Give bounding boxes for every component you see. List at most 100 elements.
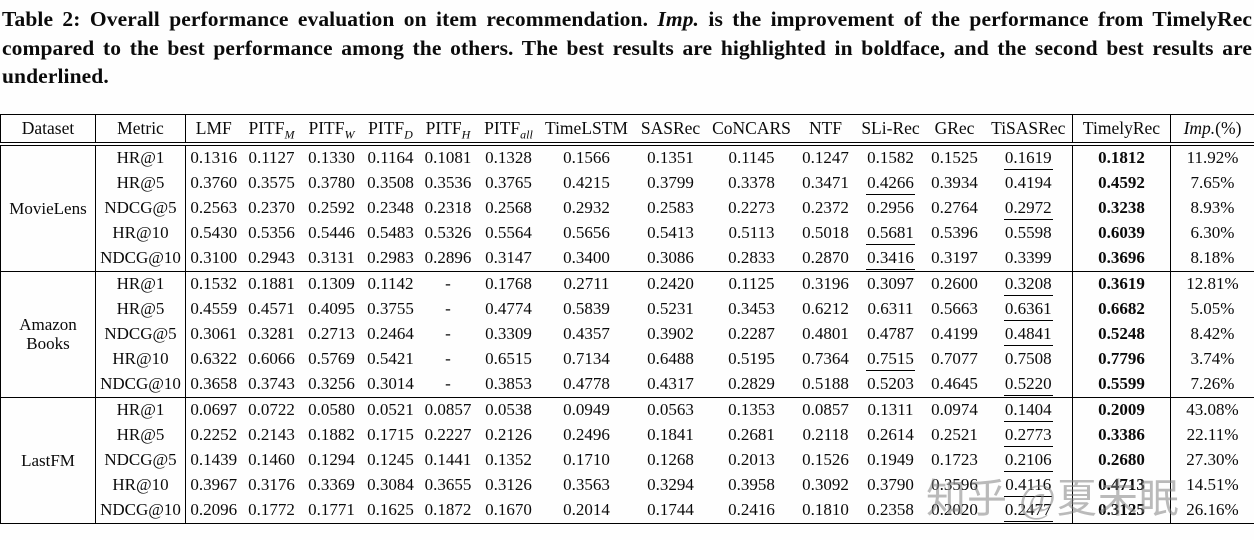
metric-cell: HR@5 [95,170,186,196]
value-cell: 0.1771 [308,500,355,520]
metric-cell: HR@10 [95,472,186,498]
value-cell: 0.1125 [708,270,795,297]
metric-cell: NDCG@5 [95,195,186,221]
value-cell: 0.3309 [485,324,532,344]
improvement-cell: 43.08% [1170,396,1254,423]
value-cell: 0.2943 [248,248,295,268]
value-cell: 0.1353 [708,396,795,423]
value-cell: 0.3147 [485,248,532,268]
value-cell: 0.3097 [856,270,925,297]
value-cell: - [445,299,451,319]
value-cell: 0.2713 [308,324,355,344]
timelyrec-value-cell: 0.4713 [1072,472,1171,498]
col-header-imp-: Imp.(%) [1170,114,1254,146]
value-cell: 0.2477 [984,497,1073,524]
value-cell: 0.3092 [802,475,849,495]
col-header-pitf: PITFM [241,114,302,146]
table-row: NDCG@5 0.2563 0.2370 0.2592 0.2348 0.2318 0.25… [1,195,1254,221]
value-cell: 0.0521 [361,396,420,423]
timelyrec-value-cell: 0.7796 [1072,346,1171,372]
improvement-cell: 7.26% [1190,374,1235,394]
second-best-value: 0.5220 [1003,374,1053,396]
col-header-pitf: PITFall [476,114,541,146]
value-cell: 0.2358 [867,500,914,520]
value-cell: 0.3197 [931,248,978,268]
value-cell: 0.2287 [728,324,775,344]
paper-page: Table 2: Overall performance evaluation … [0,5,1254,540]
value-cell: 0.1949 [867,450,914,470]
value-cell: 0.3799 [647,173,694,193]
table-row: LastFM HR@1 0.0697 0.0722 0.0580 0.0521 0.0857… [0,396,1254,524]
value-cell: 0.3281 [248,324,295,344]
value-cell: 0.5356 [248,223,295,243]
value-cell: 0.3399 [984,245,1073,272]
improvement-cell: 8.18% [1190,248,1235,268]
col-header-sli-rec: SLi-Rec [856,114,925,146]
value-cell: 0.1532 [185,270,242,297]
metric-cell: NDCG@10 [95,497,186,524]
value-cell: 0.1460 [248,450,295,470]
value-cell: 0.4317 [647,374,694,394]
value-cell: 0.3014 [367,374,414,394]
value-cell: 0.2711 [540,270,633,297]
value-cell: 0.3765 [485,173,532,193]
value-cell: 0.1872 [424,500,472,520]
value-cell: 0.2764 [931,198,978,218]
value-cell: 0.2600 [924,270,985,297]
value-cell: 0.3958 [728,475,775,495]
value-cell: 0.0563 [632,396,709,423]
value-cell: 0.6488 [647,349,694,369]
value-cell: 0.6311 [867,299,914,319]
value-cell: 0.4559 [190,299,238,319]
value-cell: 0.5598 [984,220,1073,246]
improvement-cell: 8.42% [1190,324,1235,344]
table-row: NDCG@10 0.2096 0.1772 0.1771 0.1625 0.1872 0.1… [1,497,1254,524]
caption-imp-term: Imp. [657,7,700,31]
value-cell: 0.3967 [190,475,238,495]
value-cell: 0.5326 [424,223,472,243]
col-header-pitf: PITFH [419,114,477,146]
value-cell: 0.2318 [424,198,472,218]
value-cell: 0.5681 [857,221,925,246]
value-cell: 0.2096 [190,500,238,520]
second-best-value: 0.4116 [1004,475,1053,497]
value-cell: 0.2126 [485,425,532,445]
metric-cell: NDCG@10 [95,371,186,398]
value-cell: 0.4357 [563,324,610,344]
value-cell: 0.4266 [857,171,925,196]
dataset-cell: LastFM [0,396,96,524]
timelyrec-value-cell: 0.3696 [1072,245,1171,272]
value-cell: 0.1127 [241,143,302,171]
value-cell: 0.0857 [419,396,477,423]
value-cell: 0.3084 [367,475,414,495]
timelyrec-value-cell: 0.3386 [1072,422,1171,448]
value-cell: 0.2020 [931,500,978,520]
col-header-timelyrec: TimelyRec [1072,114,1171,146]
value-cell: 0.3790 [867,475,914,495]
value-cell: 0.4841 [984,321,1073,347]
second-best-value: 0.4266 [866,173,915,195]
improvement-cell: 11.92% [1170,143,1254,171]
value-cell: 0.2370 [248,198,295,218]
timelyrec-value-cell: 0.5599 [1072,371,1171,398]
value-cell: 0.4778 [563,374,610,394]
header-row: Dataset Metric LMF PITFM PITFW PITFD PITFH PITF… [0,114,1254,146]
value-cell: 0.1768 [476,270,541,297]
value-cell: 0.3453 [728,299,775,319]
value-cell: 0.5839 [563,299,610,319]
value-cell: 0.0857 [794,396,857,423]
value-cell: 0.7364 [802,349,849,369]
value-cell: 0.4199 [931,324,978,344]
metric-cell: NDCG@5 [95,321,186,347]
value-cell: 0.5203 [867,374,914,394]
value-cell: 0.5663 [931,299,978,319]
value-cell: 0.1881 [241,270,302,297]
improvement-cell: 22.11% [1186,425,1239,445]
value-cell: 0.0697 [185,396,242,423]
timelyrec-value-cell: 0.3125 [1072,497,1171,524]
value-cell: 0.3780 [308,173,355,193]
table-row: MovieLens HR@1 0.1316 0.1127 0.1330 0.1164 0.1… [0,143,1254,272]
improvement-cell: 7.65% [1190,173,1235,193]
value-cell: 0.0974 [924,396,985,423]
table-row: Amazon Books HR@1 0.1532 0.1881 0.1309 0.1142… [0,270,1254,398]
